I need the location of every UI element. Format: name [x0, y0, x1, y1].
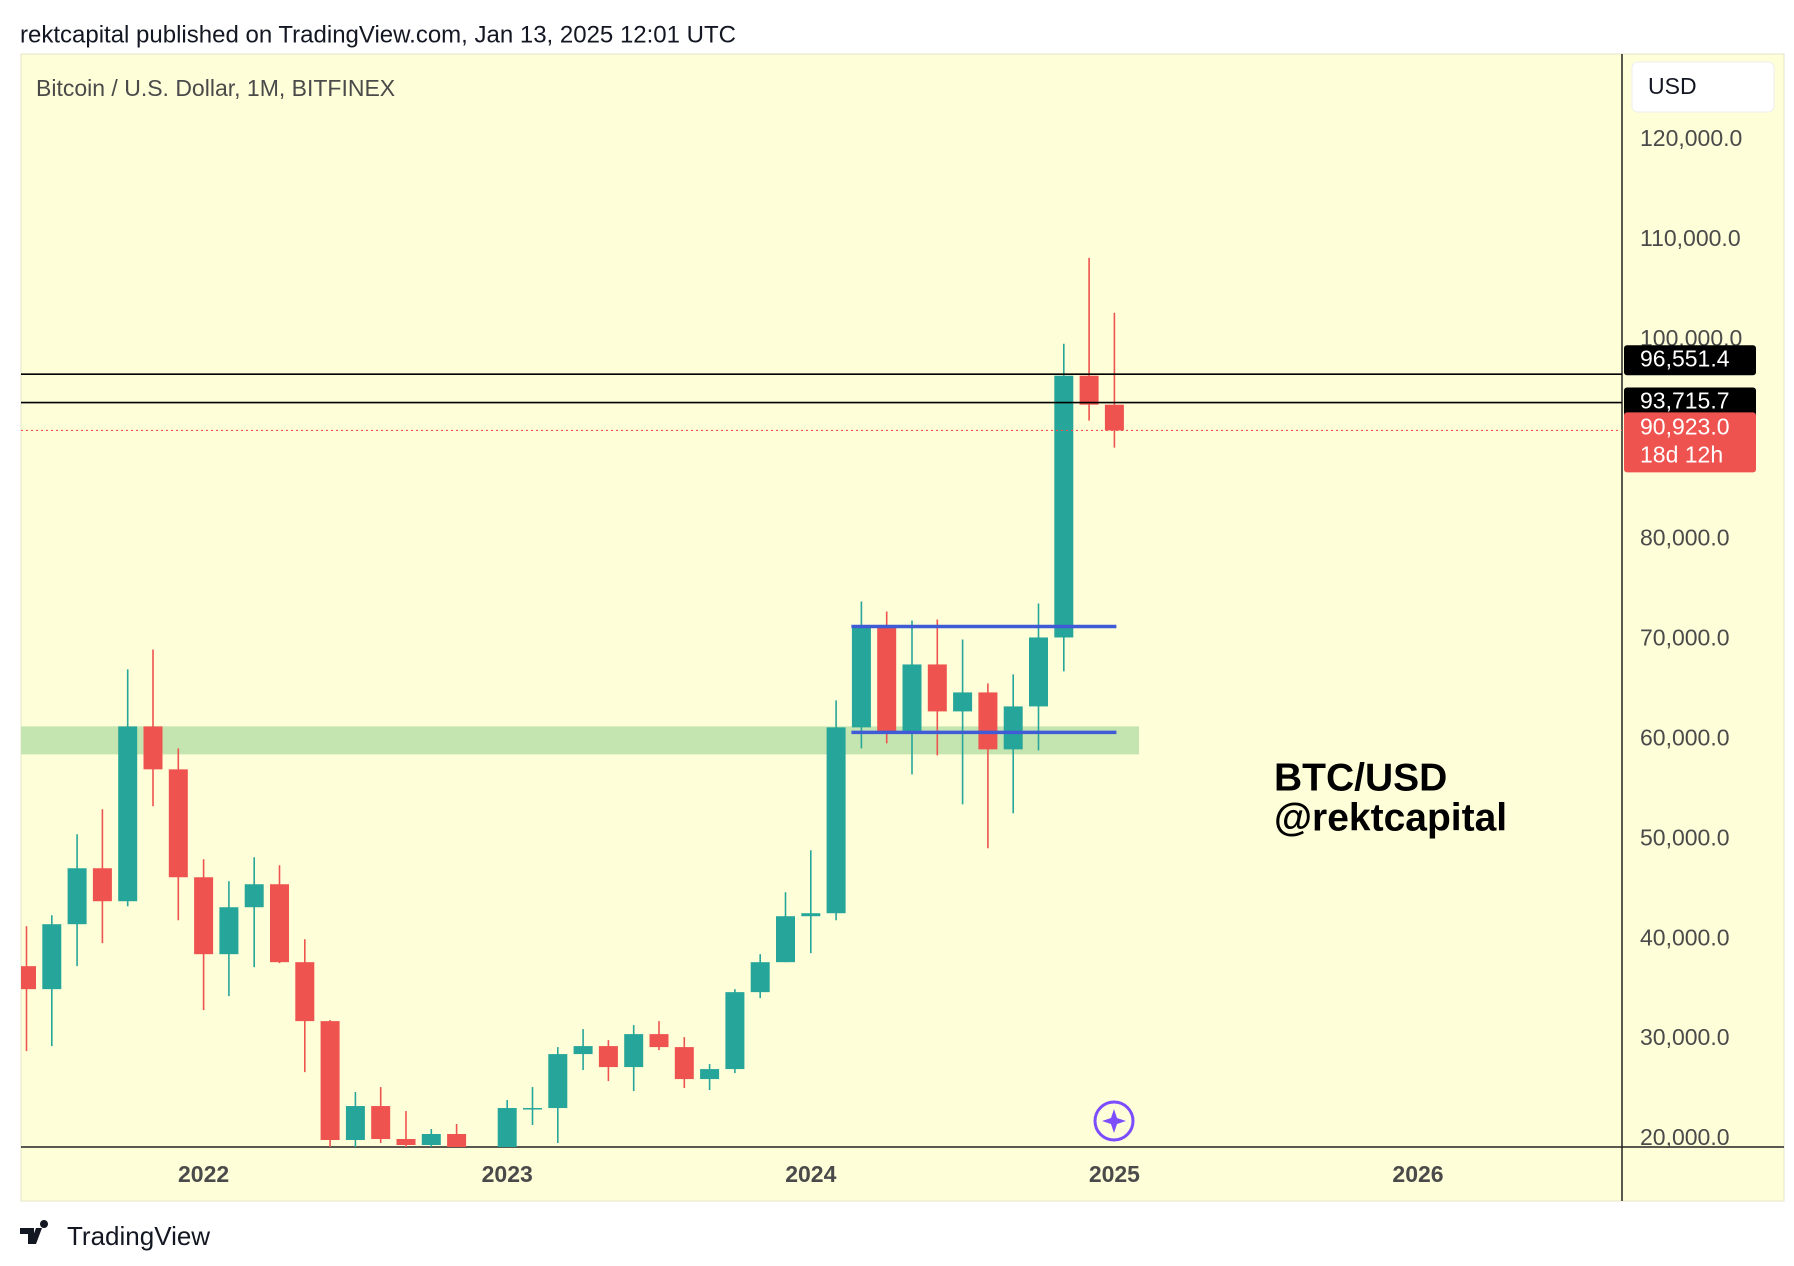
y-tick-label: 110,000.0	[1640, 225, 1741, 251]
x-tick-label: 2025	[1089, 1161, 1140, 1187]
candle-body	[674, 1047, 694, 1080]
y-tick-label: 70,000.0	[1640, 625, 1730, 651]
candle-body	[725, 992, 745, 1070]
candle-body	[523, 1108, 542, 1110]
candle-body	[143, 726, 163, 770]
price-tag-label: 96,551.4	[1640, 345, 1730, 371]
header: rektcapital published on TradingView.com…	[20, 21, 736, 48]
annotation: @rektcapital	[1274, 796, 1507, 839]
currency-box[interactable]	[1631, 61, 1775, 113]
support-zone	[21, 726, 1139, 755]
candle-body	[851, 626, 871, 728]
candle-body	[1104, 404, 1124, 431]
candle-body	[1029, 637, 1048, 707]
candle-body	[877, 626, 897, 733]
candle-body	[624, 1034, 644, 1068]
candle-body	[447, 1134, 467, 1147]
y-tick-label: 60,000.0	[1640, 724, 1730, 750]
candle-body	[573, 1046, 593, 1055]
plot-area	[21, 257, 1139, 1147]
candle-body	[371, 1106, 391, 1140]
candle-body	[118, 726, 138, 902]
y-tick-label: 50,000.0	[1640, 824, 1730, 850]
candle-body	[421, 1134, 441, 1146]
candle-body	[396, 1139, 416, 1146]
y-tick-label: 120,000.0	[1640, 125, 1742, 151]
candle-body	[750, 962, 770, 993]
candle-body	[826, 727, 846, 914]
candle-body	[320, 1021, 340, 1141]
candle-body	[168, 769, 188, 878]
annotation: BTC/USD	[1274, 756, 1447, 799]
x-tick-label: 2024	[785, 1161, 836, 1187]
candle-body	[295, 962, 315, 1022]
price-tag-label: 93,715.7	[1640, 388, 1730, 414]
candle-body	[801, 913, 821, 917]
last-price-label: 90,923.0	[1640, 414, 1730, 440]
candle-body	[548, 1054, 568, 1109]
y-tick-label: 20,000.0	[1640, 1124, 1730, 1150]
x-tick-label: 2023	[482, 1161, 533, 1187]
candle-body	[902, 664, 922, 733]
candle-body	[92, 868, 112, 902]
candle-body	[953, 692, 973, 712]
currency: USD	[1648, 73, 1697, 99]
candle-body	[345, 1106, 365, 1141]
y-tick-label: 30,000.0	[1640, 1024, 1730, 1050]
candle-body	[1079, 375, 1099, 405]
candle-body	[270, 884, 289, 963]
x-tick-label: 2022	[178, 1161, 229, 1187]
price-tag	[1624, 345, 1756, 376]
y-tick-label: 40,000.0	[1640, 924, 1730, 950]
candle-body	[497, 1108, 517, 1147]
candle-body	[700, 1069, 720, 1080]
candle-body	[598, 1046, 618, 1068]
candle-body	[67, 868, 87, 925]
assistant-icon[interactable]	[1093, 1100, 1135, 1142]
candle-body	[927, 664, 947, 712]
candle-body	[1054, 375, 1074, 638]
footer-logo	[20, 1220, 49, 1244]
candle-body	[219, 907, 239, 955]
candle-body	[1003, 706, 1023, 750]
x-tick-label: 2026	[1392, 1161, 1443, 1187]
candle-body	[244, 884, 264, 908]
price-tag	[1624, 387, 1756, 418]
candle-body	[776, 916, 795, 963]
candle-body	[21, 966, 36, 990]
candle-body	[42, 924, 62, 990]
footer: TradingView	[67, 1221, 210, 1251]
chart-title: Bitcoin / U.S. Dollar, 1M, BITFINEX	[36, 75, 395, 101]
last-price-tag	[1624, 412, 1756, 473]
y-tick-label: 80,000.0	[1640, 525, 1730, 551]
candle-body	[978, 692, 998, 750]
candle-body	[649, 1034, 669, 1048]
candle-body	[194, 877, 214, 955]
countdown: 18d 12h	[1640, 442, 1723, 468]
